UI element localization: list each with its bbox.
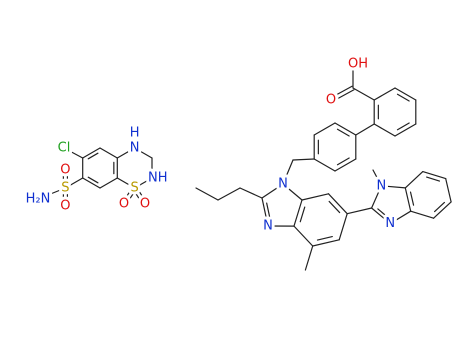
bond	[371, 185, 382, 209]
bond	[422, 171, 447, 180]
double-bond	[396, 93, 410, 102]
atom-label: N	[263, 219, 273, 234]
atom-label: NH	[148, 171, 168, 186]
bond	[99, 147, 118, 159]
bond	[116, 177, 136, 189]
bond	[404, 187, 412, 212]
bond	[82, 147, 101, 159]
atom-label: S	[61, 181, 69, 196]
bond	[64, 177, 84, 189]
bond	[134, 147, 153, 159]
bond	[261, 197, 269, 227]
bond	[404, 171, 424, 189]
bond	[63, 147, 84, 159]
double-bond	[121, 186, 134, 204]
double-bond	[377, 208, 389, 219]
bond	[433, 201, 452, 219]
bond	[99, 177, 118, 189]
atom-label: N	[385, 216, 395, 231]
bond	[134, 177, 153, 189]
atom-label: H₂N	[26, 192, 51, 207]
bond	[373, 87, 396, 101]
atom-label: Cl	[58, 141, 71, 156]
double-bond	[409, 191, 415, 206]
atom-label: N	[377, 178, 387, 193]
bond	[394, 87, 417, 101]
bond	[37, 187, 67, 200]
double-bond	[316, 235, 333, 241]
double-bond	[426, 176, 441, 182]
double-bond	[328, 200, 341, 214]
double-bond	[336, 157, 350, 166]
atom-label: O	[119, 197, 129, 212]
atom-label: OH	[348, 57, 368, 72]
double-bond	[434, 201, 446, 213]
bond	[313, 158, 336, 172]
double-bond	[87, 152, 99, 160]
atom-label: H	[130, 126, 140, 141]
bond	[82, 177, 101, 189]
bond	[292, 158, 315, 161]
bond	[327, 193, 348, 215]
atom-label: N	[130, 141, 140, 156]
bond	[410, 210, 435, 219]
bond	[394, 123, 417, 137]
bond	[313, 122, 336, 136]
bond	[312, 239, 340, 247]
double-bond	[329, 85, 353, 99]
atom-label: O	[60, 199, 70, 214]
bond	[261, 183, 284, 199]
double-bond	[87, 176, 99, 184]
bond	[239, 187, 263, 199]
double-bond	[331, 89, 355, 103]
bond	[352, 87, 375, 101]
atom-label: O	[140, 197, 150, 212]
double-bond	[336, 128, 350, 137]
double-bond	[299, 206, 306, 223]
bond	[116, 147, 136, 159]
bond	[195, 187, 219, 201]
bond	[389, 210, 412, 225]
bond	[293, 225, 314, 247]
bond	[217, 187, 241, 201]
bond	[445, 178, 452, 203]
bond	[293, 199, 303, 227]
bond	[334, 122, 357, 136]
bond	[338, 213, 348, 241]
atom-label: O	[60, 163, 70, 178]
bonds	[37, 65, 452, 271]
bond	[346, 207, 373, 215]
bond	[355, 123, 375, 136]
double-bond	[132, 188, 144, 206]
bond	[282, 159, 294, 185]
atom-label: N	[278, 177, 288, 192]
bond	[334, 158, 357, 172]
bond	[371, 207, 391, 225]
atom-label: S	[130, 181, 138, 196]
bond	[304, 245, 314, 271]
atom-label: O	[326, 93, 336, 108]
bond	[380, 185, 406, 189]
bond	[282, 183, 303, 201]
bond	[373, 123, 396, 137]
double-bond	[266, 202, 271, 220]
double-bond	[135, 186, 148, 204]
double-bond	[396, 122, 410, 131]
bond	[301, 193, 330, 201]
bond	[372, 169, 382, 187]
